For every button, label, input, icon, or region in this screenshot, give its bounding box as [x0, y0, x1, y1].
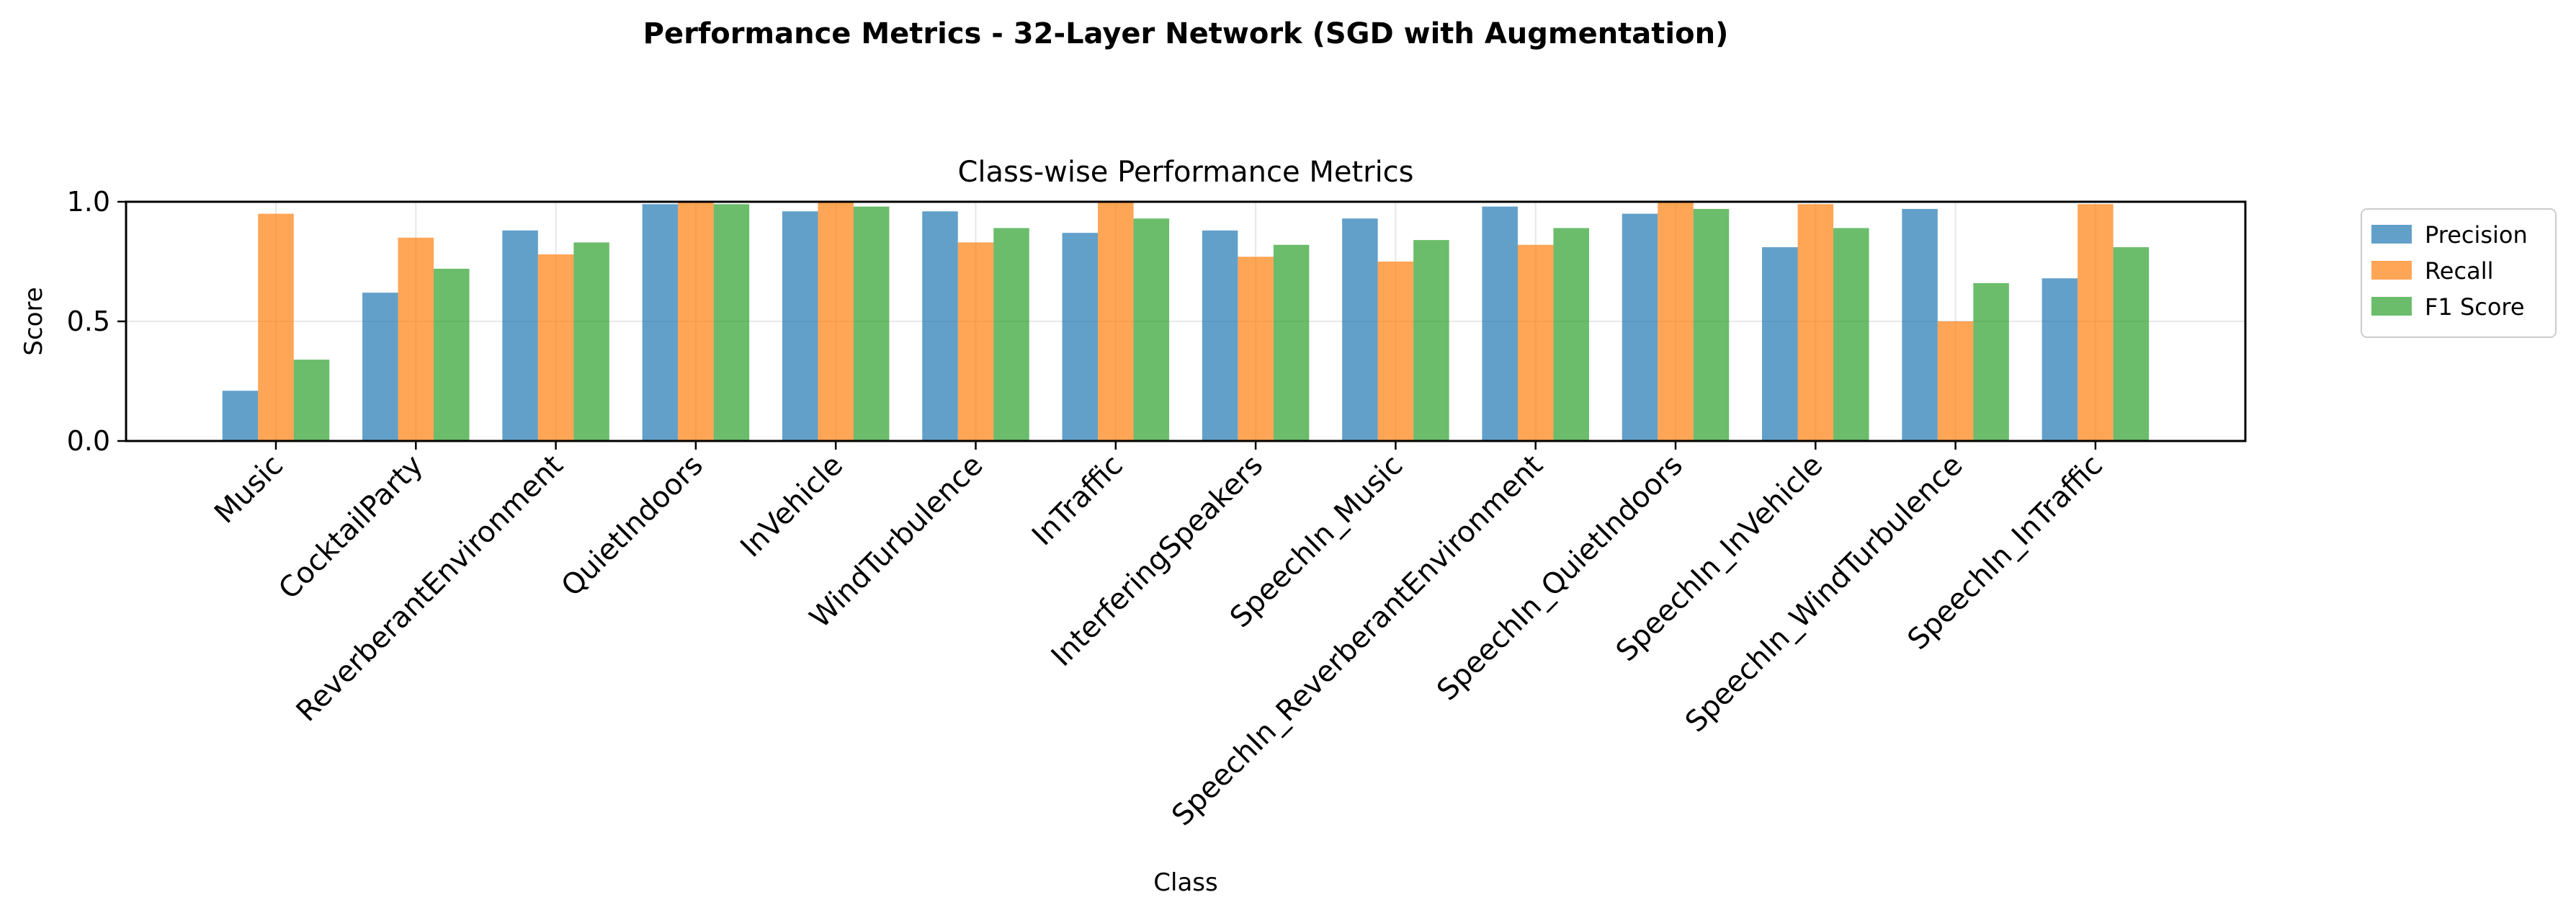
- bar-precision-speechin-intraffic: [2041, 278, 2078, 441]
- legend-swatch-f1-score: [2371, 297, 2412, 316]
- bar-precision-speechin-windturbulence: [1902, 208, 1938, 441]
- bar-recall-speechin-windturbulence: [1937, 321, 1974, 441]
- x-axis-label: Class: [1153, 868, 1217, 897]
- bar-precision-intraffic: [1062, 233, 1099, 441]
- bar-precision-quietindoors: [642, 204, 679, 441]
- y-tick-label: 0.0: [67, 425, 110, 457]
- axes-title: Class-wise Performance Metrics: [957, 156, 1413, 189]
- bar-precision-speechin-invehicle: [1762, 247, 1798, 441]
- bar-precision-speechin-reverberantenvironment: [1482, 206, 1518, 441]
- bar-recall-cocktailparty: [398, 237, 434, 441]
- bar-f1-score-interferingspeakers: [1273, 244, 1310, 441]
- bar-f1-score-windturbulence: [993, 228, 1029, 441]
- bar-f1-score-invehicle: [853, 206, 890, 441]
- bar-recall-music: [258, 213, 294, 441]
- bar-recall-interferingspeakers: [1238, 257, 1274, 441]
- bar-f1-score-speechin-windturbulence: [1973, 282, 2009, 441]
- bar-recall-speechin-music: [1377, 262, 1414, 441]
- y-axis-ticks: 0.0 0.5 1.0: [67, 186, 126, 457]
- bar-precision-speechin-quietindoors: [1622, 213, 1658, 441]
- bar-f1-score-reverberantenvironment: [573, 242, 609, 441]
- y-tick-label: 0.5: [67, 306, 110, 337]
- bar-recall-intraffic: [1098, 202, 1134, 441]
- bar-recall-windturbulence: [957, 242, 994, 441]
- bar-f1-score-intraffic: [1133, 218, 1170, 441]
- bar-precision-speechin-music: [1342, 218, 1378, 441]
- bar-f1-score-speechin-music: [1413, 240, 1449, 441]
- legend-swatch-precision: [2371, 225, 2412, 244]
- legend-label-recall: Recall: [2425, 257, 2493, 285]
- bar-f1-score-cocktailparty: [434, 268, 470, 441]
- bar-recall-speechin-intraffic: [2078, 204, 2114, 441]
- y-axis-label: Score: [19, 287, 48, 355]
- legend-label-f1-score: F1 Score: [2425, 293, 2525, 321]
- bar-recall-reverberantenvironment: [537, 254, 574, 441]
- bar-precision-windturbulence: [922, 211, 958, 441]
- y-tick-label: 1.0: [67, 186, 110, 218]
- figure-title: Performance Metrics - 32-Layer Network (…: [643, 17, 1729, 50]
- bar-f1-score-speechin-reverberantenvironment: [1553, 228, 1589, 441]
- legend-swatch-recall: [2371, 261, 2412, 280]
- bar-precision-reverberantenvironment: [502, 230, 538, 441]
- legend-label-precision: Precision: [2425, 221, 2528, 249]
- bar-recall-speechin-quietindoors: [1658, 202, 1694, 441]
- bar-f1-score-speechin-invehicle: [1833, 228, 1869, 441]
- bar-f1-score-speechin-intraffic: [2113, 247, 2150, 441]
- bar-precision-interferingspeakers: [1202, 230, 1238, 441]
- bar-f1-score-quietindoors: [713, 204, 750, 441]
- bar-f1-score-speechin-quietindoors: [1693, 208, 1730, 441]
- bar-recall-speechin-invehicle: [1797, 204, 1834, 441]
- bar-f1-score-music: [293, 360, 330, 441]
- bar-precision-invehicle: [782, 211, 818, 441]
- bar-recall-speechin-reverberantenvironment: [1517, 244, 1554, 441]
- bar-recall-invehicle: [818, 202, 854, 441]
- bar-precision-music: [222, 391, 259, 441]
- bars: [222, 202, 2150, 441]
- bar-precision-cocktailparty: [362, 293, 398, 441]
- legend: Precision Recall F1 Score: [2361, 208, 2557, 338]
- bar-recall-quietindoors: [678, 202, 714, 441]
